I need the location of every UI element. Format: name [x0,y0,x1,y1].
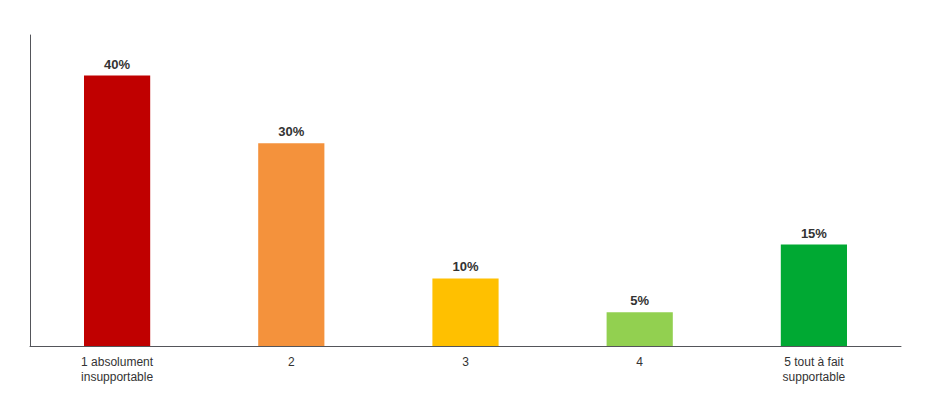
svg-text:supportable: supportable [783,370,846,384]
svg-text:10%: 10% [452,259,478,274]
svg-text:1 absolument: 1 absolument [81,355,154,369]
svg-text:4: 4 [636,355,643,369]
svg-text:40%: 40% [104,57,130,72]
svg-text:insupportable: insupportable [81,370,153,384]
svg-text:15%: 15% [801,226,827,241]
svg-text:5 tout à fait: 5 tout à fait [784,355,844,369]
svg-text:30%: 30% [278,124,304,139]
svg-text:5%: 5% [630,293,649,308]
svg-text:2: 2 [288,355,295,369]
svg-text:3: 3 [462,355,469,369]
